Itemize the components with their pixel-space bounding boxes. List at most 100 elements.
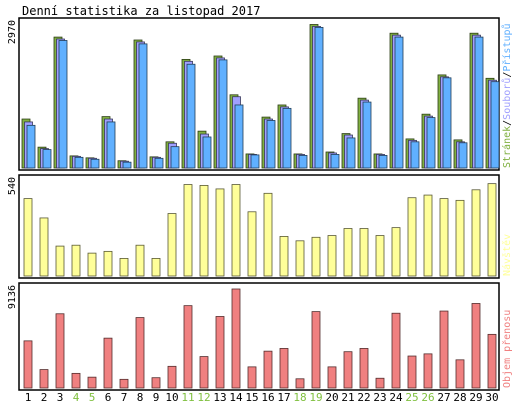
bar-objem-p-enosu-day-3 <box>55 313 65 389</box>
bar-n-v-t-v-day-23 <box>375 235 385 277</box>
bar-p-stup--day-15 <box>250 154 260 169</box>
bar-n-v-t-v-day-25 <box>407 197 417 277</box>
x-tick-label-5: 5 <box>89 391 96 404</box>
bar-p-stup--day-3 <box>58 40 68 169</box>
bar-p-stup--day-26 <box>426 117 436 169</box>
bar-p-stup--day-29 <box>474 36 484 169</box>
bar-objem-p-enosu-day-6 <box>103 337 113 389</box>
bar-objem-p-enosu-day-20 <box>327 366 337 389</box>
bar-p-stup--day-4 <box>74 156 84 169</box>
legend-entry: Souborů <box>501 78 513 120</box>
bar-p-stup--day-7 <box>122 161 132 169</box>
x-tick-label-20: 20 <box>325 391 338 404</box>
bar-p-stup--day-16 <box>266 120 276 169</box>
bar-p-stup--day-24 <box>394 36 404 169</box>
legend-entry: Přístupů <box>501 23 513 71</box>
legend-entry: Návštěv <box>501 234 513 276</box>
bar-p-stup--day-18 <box>298 154 308 169</box>
bar-objem-p-enosu-day-1 <box>23 340 33 389</box>
bar-p-stup--day-12 <box>202 136 212 169</box>
bar-n-v-t-v-day-10 <box>167 213 177 277</box>
bar-p-stup--day-21 <box>346 137 356 169</box>
bar-n-v-t-v-day-8 <box>135 244 145 277</box>
bar-objem-p-enosu-day-13 <box>215 316 225 389</box>
bar-objem-p-enosu-day-15 <box>247 366 257 389</box>
x-tick-label-10: 10 <box>165 391 178 404</box>
legend-entry: Stránek <box>501 126 513 168</box>
bar-n-v-t-v-day-26 <box>423 194 433 277</box>
x-tick-label-11: 11 <box>181 391 194 404</box>
bar-n-v-t-v-day-20 <box>327 235 337 277</box>
bar-p-stup--day-22 <box>362 101 372 169</box>
bar-n-v-t-v-day-4 <box>71 244 81 277</box>
bar-p-stup--day-9 <box>154 157 164 169</box>
panel-frame <box>18 174 500 279</box>
x-tick-label-13: 13 <box>213 391 226 404</box>
y-axis-max-label: 540 <box>7 177 18 195</box>
x-tick-label-17: 17 <box>277 391 290 404</box>
bar-objem-p-enosu-day-8 <box>135 317 145 389</box>
bar-p-stup--day-6 <box>106 121 116 169</box>
x-tick-label-2: 2 <box>41 391 48 404</box>
bar-objem-p-enosu-day-5 <box>87 376 97 389</box>
bar-p-stup--day-1 <box>26 124 36 169</box>
bar-n-v-t-v-day-1 <box>23 198 33 277</box>
x-tick-label-12: 12 <box>197 391 210 404</box>
bar-n-v-t-v-day-9 <box>151 258 161 277</box>
bar-objem-p-enosu-day-4 <box>71 372 81 389</box>
bar-p-stup--day-5 <box>90 158 100 169</box>
bar-objem-p-enosu-day-24 <box>391 312 401 389</box>
x-tick-label-3: 3 <box>57 391 64 404</box>
x-tick-label-30: 30 <box>485 391 498 404</box>
bar-n-v-t-v-day-30 <box>487 183 497 277</box>
x-tick-label-27: 27 <box>437 391 450 404</box>
x-tick-label-19: 19 <box>309 391 322 404</box>
bar-objem-p-enosu-day-22 <box>359 348 369 389</box>
bar-objem-p-enosu-day-30 <box>487 333 497 389</box>
bar-n-v-t-v-day-24 <box>391 227 401 277</box>
x-tick-label-21: 21 <box>341 391 354 404</box>
bar-n-v-t-v-day-12 <box>199 184 209 277</box>
bar-n-v-t-v-day-19 <box>311 236 321 277</box>
bar-n-v-t-v-day-11 <box>183 184 193 277</box>
bar-objem-p-enosu-day-12 <box>199 356 209 389</box>
bar-objem-p-enosu-day-10 <box>167 365 177 389</box>
bar-p-stup--day-2 <box>42 149 52 169</box>
x-tick-label-26: 26 <box>421 391 434 404</box>
x-tick-label-23: 23 <box>373 391 386 404</box>
bar-objem-p-enosu-day-9 <box>151 377 161 389</box>
x-tick-label-15: 15 <box>245 391 258 404</box>
bar-n-v-t-v-day-29 <box>471 189 481 277</box>
bar-p-stup--day-13 <box>218 59 228 169</box>
x-tick-label-7: 7 <box>121 391 128 404</box>
bar-objem-p-enosu-day-2 <box>39 369 49 389</box>
bar-objem-p-enosu-day-7 <box>119 378 129 389</box>
y-axis-max-label: 9136 <box>7 285 18 309</box>
bar-p-stup--day-10 <box>170 146 180 169</box>
chart-title: Denní statistika za listopad 2017 <box>22 4 260 18</box>
x-tick-label-22: 22 <box>357 391 370 404</box>
bar-n-v-t-v-day-5 <box>87 252 97 277</box>
bar-n-v-t-v-day-22 <box>359 228 369 277</box>
legend-entry: Objem přenosu <box>501 310 513 388</box>
bar-p-stup--day-8 <box>138 43 148 169</box>
bar-objem-p-enosu-day-19 <box>311 311 321 389</box>
x-tick-label-4: 4 <box>73 391 80 404</box>
bar-objem-p-enosu-day-16 <box>263 350 273 389</box>
x-tick-label-25: 25 <box>405 391 418 404</box>
bar-objem-p-enosu-day-21 <box>343 351 353 389</box>
bar-objem-p-enosu-day-25 <box>407 355 417 389</box>
bar-n-v-t-v-day-13 <box>215 188 225 277</box>
x-tick-label-24: 24 <box>389 391 403 404</box>
bar-objem-p-enosu-day-17 <box>279 348 289 389</box>
bar-objem-p-enosu-day-29 <box>471 303 481 389</box>
bar-p-stup--day-14 <box>234 104 244 169</box>
bar-n-v-t-v-day-28 <box>455 199 465 277</box>
x-tick-label-9: 9 <box>153 391 160 404</box>
x-tick-label-14: 14 <box>229 391 243 404</box>
bar-n-v-t-v-day-15 <box>247 211 257 277</box>
bar-p-stup--day-23 <box>378 154 388 169</box>
bar-p-stup--day-17 <box>282 107 292 169</box>
panel-frame <box>18 282 500 391</box>
